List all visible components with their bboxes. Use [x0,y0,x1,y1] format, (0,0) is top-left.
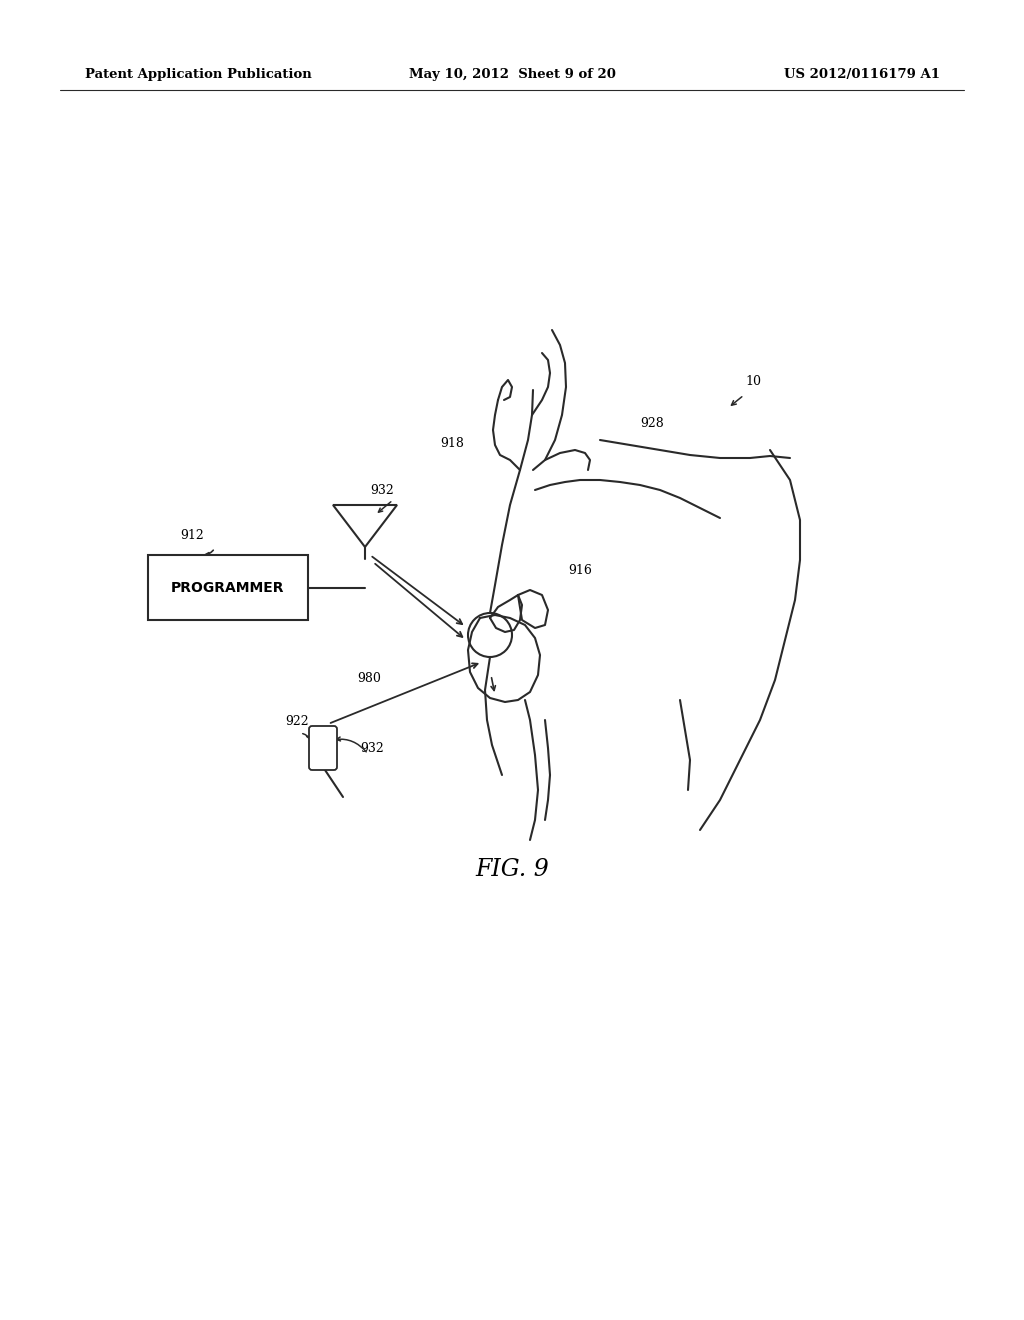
Text: 10: 10 [745,375,761,388]
Text: Patent Application Publication: Patent Application Publication [85,69,311,81]
Bar [148,554,308,620]
Text: May 10, 2012  Sheet 9 of 20: May 10, 2012 Sheet 9 of 20 [409,69,615,81]
Text: 916: 916 [568,564,592,577]
FancyBboxPatch shape [309,726,337,770]
Text: 912: 912 [180,529,204,543]
Text: PROGRAMMER: PROGRAMMER [171,581,285,594]
Text: 928: 928 [640,417,664,430]
Text: 980: 980 [357,672,381,685]
Text: 932: 932 [370,484,394,498]
Text: 932: 932 [360,742,384,755]
Text: 922: 922 [285,715,308,729]
Text: US 2012/0116179 A1: US 2012/0116179 A1 [784,69,940,81]
Text: FIG. 9: FIG. 9 [475,858,549,882]
Text: 918: 918 [440,437,464,450]
